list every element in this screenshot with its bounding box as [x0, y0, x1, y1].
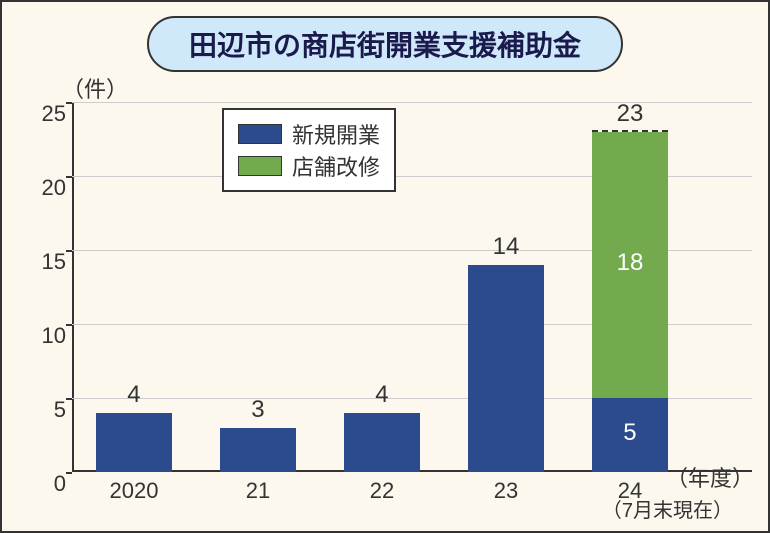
bar-segment: [344, 413, 421, 472]
legend-item: 新規開業: [238, 118, 380, 150]
y-tick-label: 15: [26, 249, 66, 275]
y-tick-mark: [66, 398, 72, 400]
bar-value-label: 14: [493, 233, 520, 261]
legend: 新規開業 店舗改修: [222, 108, 396, 192]
bar-value-label: 4: [375, 381, 388, 409]
y-tick-label: 0: [26, 471, 66, 497]
x-axis-note: （7月末現在）: [602, 494, 733, 523]
y-tick-label: 5: [26, 397, 66, 423]
bar-dashed-top: [592, 130, 669, 132]
y-tick-mark: [66, 250, 72, 252]
x-axis-unit: （年度）: [666, 461, 754, 493]
plot-area: 0510152025 4341423185 202021222324 新規開業 …: [72, 102, 692, 472]
legend-swatch: [238, 124, 282, 144]
legend-label: 新規開業: [292, 118, 380, 150]
y-tick-label: 10: [26, 323, 66, 349]
legend-item: 店舗改修: [238, 150, 380, 182]
x-tick-label: 22: [370, 478, 394, 504]
y-tick-mark: [66, 324, 72, 326]
bar-segment: [468, 265, 545, 472]
gridline: [72, 102, 752, 103]
y-tick-label: 25: [26, 101, 66, 127]
bar-value-label: 4: [127, 381, 140, 409]
y-axis: [72, 102, 74, 472]
x-tick-label: 2020: [110, 478, 159, 504]
bar-segment-label: 18: [617, 249, 644, 277]
y-tick-label: 20: [26, 175, 66, 201]
bar-segment: [96, 413, 173, 472]
y-tick-mark: [66, 102, 72, 104]
y-tick-mark: [66, 472, 72, 474]
x-tick-label: 21: [246, 478, 270, 504]
legend-label: 店舗改修: [292, 150, 380, 182]
bar-value-label: 3: [251, 396, 264, 424]
chart-container: 田辺市の商店街開業支援補助金 （件） 0 5 10 15 20 25 4 3 4 14 23 18 5…: [0, 0, 770, 533]
bar-segment-label: 5: [623, 419, 636, 447]
chart-title: 田辺市の商店街開業支援補助金: [147, 16, 623, 72]
bar-value-label: 23: [617, 100, 644, 128]
bar-segment: [220, 428, 297, 472]
y-tick-mark: [66, 176, 72, 178]
x-tick-label: 23: [494, 478, 518, 504]
y-axis-unit: （件）: [62, 72, 128, 104]
legend-swatch: [238, 156, 282, 176]
